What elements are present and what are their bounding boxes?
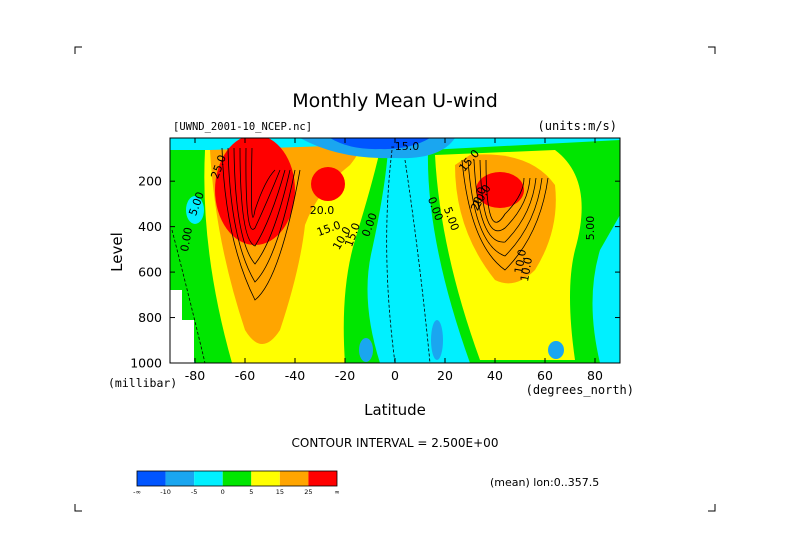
colorbar-swatch	[308, 471, 337, 486]
x-tick-label: -80	[185, 368, 205, 383]
fill-easterly-2	[431, 320, 443, 360]
x-tick-label: -20	[335, 368, 355, 383]
contour-line-zero-1	[386, 149, 396, 363]
contour-value-label: -15.0	[391, 140, 419, 153]
x-tick-label: -40	[285, 368, 305, 383]
contour-value-label: 20.0	[310, 204, 335, 217]
corner-mark-top-right	[708, 46, 716, 54]
colorbar-frame	[136, 470, 338, 487]
y-tick-label: 1000	[130, 356, 162, 371]
corner-mark-bottom-right	[708, 504, 716, 512]
contour-line-zero-2	[404, 159, 431, 363]
contour-line-nh	[485, 159, 525, 223]
contour-value-label: 0.00	[178, 226, 195, 252]
colorbar-label: -∞	[133, 488, 141, 496]
x-tick-label: 60	[537, 368, 553, 383]
y-axis: 200 400 600 800 1000	[130, 174, 620, 371]
contour-line-sh	[239, 147, 286, 247]
x-tick-label: 0	[391, 368, 399, 383]
colorbar-label: 25	[304, 488, 312, 496]
corner-marks	[74, 46, 716, 512]
mean-info-text: (mean) lon:0..357.5	[490, 476, 599, 489]
contour-line-polar	[171, 229, 206, 363]
x-tick-label: -60	[235, 368, 255, 383]
colorbar-label: -10	[160, 488, 171, 496]
contour-line-nh	[479, 159, 531, 232]
fill-easterly-1	[359, 338, 373, 362]
colorbar-label: 15	[276, 488, 284, 496]
contour-value-label: 5.00	[584, 216, 597, 241]
contour-line-nh	[461, 159, 549, 271]
fill-nh-jet-red	[476, 172, 524, 208]
chart-title: Monthly Mean U-wind	[292, 90, 498, 112]
plot-area: 25.020.015.010.05.000.00 15.020.010.00.00…	[170, 138, 620, 363]
contour-line-sh	[227, 147, 296, 283]
colorbar-label: -5	[191, 488, 197, 496]
colorbar-swatch	[137, 471, 166, 486]
y-tick-label: 800	[138, 310, 162, 325]
contour-fills	[170, 138, 620, 363]
x-tick-label: 40	[487, 368, 503, 383]
contour-line-sh	[233, 147, 291, 265]
contour-line-nh	[467, 159, 543, 257]
contour-interval-text: CONTOUR INTERVAL = 2.500E+00	[292, 436, 499, 450]
y-axis-units: (millibar)	[108, 376, 177, 390]
y-tick-label: 200	[138, 174, 162, 189]
colorbar-label: 0	[221, 488, 225, 496]
contour-lines	[171, 147, 549, 363]
colorbar-label: ∞	[334, 488, 339, 496]
fill-missing-terrain	[170, 290, 194, 363]
colorbar-swatch	[251, 471, 280, 486]
corner-mark-bottom-left	[74, 504, 82, 512]
colorbar-swatch	[194, 471, 223, 486]
colorbar-swatch	[222, 471, 252, 486]
fill-easterly-3	[548, 341, 564, 359]
x-tick-label: 80	[587, 368, 603, 383]
units-label: (units:m/s)	[538, 119, 617, 133]
fill-sh-jet-red	[215, 138, 295, 245]
dataset-label: [UWND_2001-10_NCEP.nc]	[173, 121, 312, 133]
colorbar-label: 5	[249, 488, 253, 496]
contour-line-sh	[245, 147, 281, 230]
fill-strat-strong	[330, 138, 430, 150]
fill-polar-cyan	[186, 196, 204, 224]
contour-value-label: 10.0	[518, 256, 535, 282]
y-tick-label: 400	[138, 219, 162, 234]
x-tick-label: 20	[437, 368, 453, 383]
x-axis-label: Latitude	[364, 401, 426, 419]
contour-value-label: 10.0	[512, 248, 529, 274]
colorbar: -∞ -10 -5 0 5 15 25 ∞	[133, 470, 340, 496]
x-axis-units: (degrees_north)	[526, 383, 634, 397]
y-axis-label: Level	[108, 232, 126, 272]
colorbar-swatch	[279, 471, 309, 486]
contour-line-nh	[473, 159, 537, 243]
y-tick-label: 600	[138, 265, 162, 280]
contour-line-sh	[251, 147, 276, 218]
fill-sh-subjet-red	[311, 167, 345, 201]
corner-mark-top-left	[74, 46, 82, 54]
colorbar-swatch	[165, 471, 195, 486]
x-axis: -80 -60 -40 -20 0 20 40 60 80	[185, 138, 603, 383]
contour-line-sh	[221, 147, 301, 301]
